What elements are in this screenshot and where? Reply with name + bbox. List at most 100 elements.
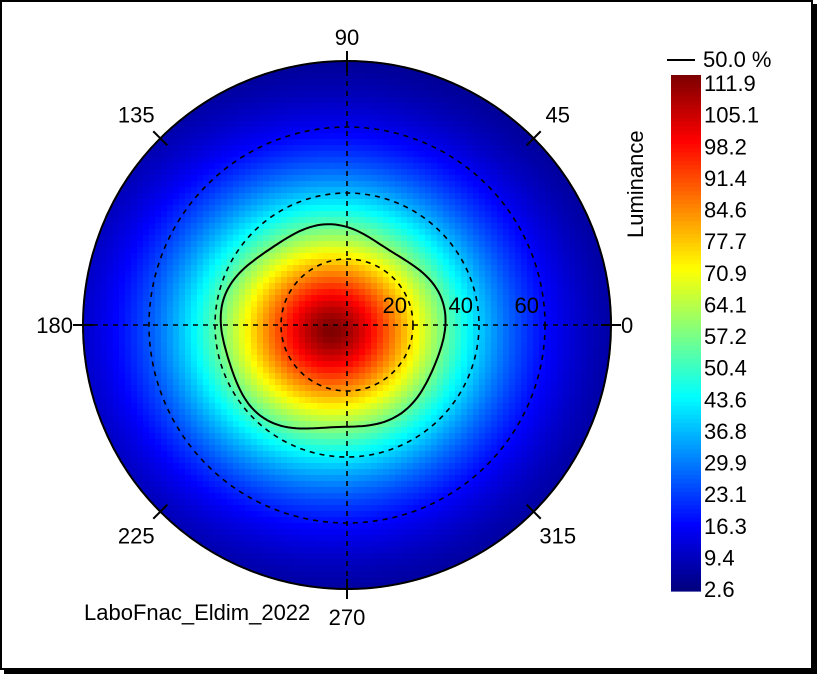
heatmap-cell bbox=[401, 223, 408, 230]
heatmap-cell bbox=[221, 109, 228, 116]
heatmap-cell bbox=[245, 403, 252, 410]
heatmap-cell bbox=[341, 103, 348, 110]
heatmap-cell bbox=[491, 373, 498, 380]
heatmap-cell bbox=[281, 193, 288, 200]
heatmap-cell bbox=[395, 379, 402, 386]
heatmap-cell bbox=[353, 205, 360, 212]
heatmap-cell bbox=[287, 139, 294, 146]
heatmap-cell bbox=[443, 265, 450, 272]
heatmap-cell bbox=[347, 379, 354, 386]
heatmap-cell bbox=[305, 181, 312, 188]
heatmap-cell bbox=[371, 313, 378, 320]
heatmap-cell bbox=[407, 331, 414, 338]
heatmap-cell bbox=[509, 355, 516, 362]
heatmap-cell bbox=[179, 127, 186, 134]
heatmap-cell bbox=[533, 145, 540, 152]
heatmap-cell bbox=[329, 283, 336, 290]
heatmap-cell bbox=[431, 271, 438, 278]
heatmap-cell bbox=[353, 229, 360, 236]
heatmap-cell bbox=[467, 253, 474, 260]
heatmap-cell bbox=[431, 205, 438, 212]
heatmap-cell bbox=[161, 253, 168, 260]
heatmap-cell bbox=[233, 295, 240, 302]
heatmap-cell bbox=[437, 433, 444, 440]
heatmap-cell bbox=[269, 127, 276, 134]
heatmap-cell bbox=[329, 259, 336, 266]
heatmap-cell bbox=[383, 421, 390, 428]
heatmap-cell bbox=[437, 181, 444, 188]
heatmap-cell bbox=[281, 409, 288, 416]
heatmap-cell bbox=[287, 157, 294, 164]
heatmap-cell bbox=[317, 91, 324, 98]
heatmap-cell bbox=[515, 301, 522, 308]
heatmap-cell bbox=[497, 133, 504, 140]
heatmap-cell bbox=[131, 187, 138, 194]
heatmap-cell bbox=[299, 91, 306, 98]
heatmap-cell bbox=[389, 67, 396, 74]
heatmap-cell bbox=[371, 409, 378, 416]
heatmap-cell bbox=[335, 247, 342, 254]
heatmap-cell bbox=[383, 187, 390, 194]
heatmap-cell bbox=[299, 67, 306, 74]
heatmap-cell bbox=[281, 385, 288, 392]
heatmap-cell bbox=[437, 235, 444, 242]
heatmap-cell bbox=[281, 283, 288, 290]
heatmap-cell bbox=[431, 433, 438, 440]
heatmap-cell bbox=[107, 319, 114, 326]
heatmap-cell bbox=[197, 451, 204, 458]
heatmap-cell bbox=[425, 397, 432, 404]
heatmap-cell bbox=[503, 313, 510, 320]
heatmap-cell bbox=[347, 301, 354, 308]
heatmap-cell bbox=[437, 325, 444, 332]
heatmap-cell bbox=[257, 151, 264, 158]
heatmap-cell bbox=[353, 61, 360, 68]
heatmap-cell bbox=[545, 397, 552, 404]
heatmap-cell bbox=[281, 391, 288, 398]
heatmap-cell bbox=[101, 277, 108, 284]
heatmap-cell bbox=[305, 379, 312, 386]
heatmap-cell bbox=[293, 271, 300, 278]
heatmap-cell bbox=[383, 439, 390, 446]
heatmap-cell bbox=[545, 379, 552, 386]
heatmap-cell bbox=[533, 217, 540, 224]
heatmap-cell bbox=[113, 247, 120, 254]
heatmap-cell bbox=[305, 349, 312, 356]
heatmap-cell bbox=[245, 331, 252, 338]
heatmap-cell bbox=[167, 271, 174, 278]
heatmap-cell bbox=[569, 301, 576, 308]
heatmap-cell bbox=[431, 355, 438, 362]
heatmap-cell bbox=[455, 247, 462, 254]
heatmap-cell bbox=[425, 427, 432, 434]
heatmap-cell bbox=[581, 193, 588, 200]
heatmap-cell bbox=[221, 133, 228, 140]
heatmap-cell bbox=[341, 91, 348, 98]
heatmap-cell bbox=[263, 433, 270, 440]
heatmap-cell bbox=[401, 409, 408, 416]
heatmap-cell bbox=[353, 67, 360, 74]
heatmap-cell bbox=[317, 67, 324, 74]
heatmap-cell bbox=[293, 349, 300, 356]
heatmap-cell bbox=[161, 391, 168, 398]
heatmap-cell bbox=[527, 355, 534, 362]
heatmap-cell bbox=[413, 337, 420, 344]
heatmap-cell bbox=[107, 337, 114, 344]
heatmap-cell bbox=[521, 379, 528, 386]
heatmap-cell bbox=[203, 193, 210, 200]
heatmap-cell bbox=[353, 361, 360, 368]
heatmap-cell bbox=[419, 361, 426, 368]
heatmap-cell bbox=[455, 415, 462, 422]
heatmap-cell bbox=[485, 181, 492, 188]
heatmap-cell bbox=[461, 199, 468, 206]
heatmap-cell bbox=[113, 205, 120, 212]
heatmap-cell bbox=[101, 409, 108, 416]
heatmap-cell bbox=[95, 397, 102, 404]
heatmap-cell bbox=[401, 391, 408, 398]
heatmap-cell bbox=[455, 217, 462, 224]
heatmap-cell bbox=[263, 133, 270, 140]
heatmap-cell bbox=[299, 79, 306, 86]
heatmap-cell bbox=[371, 151, 378, 158]
heatmap-cell bbox=[515, 139, 522, 146]
heatmap-cell bbox=[203, 211, 210, 218]
heatmap-cell bbox=[239, 271, 246, 278]
heatmap-cell bbox=[233, 403, 240, 410]
